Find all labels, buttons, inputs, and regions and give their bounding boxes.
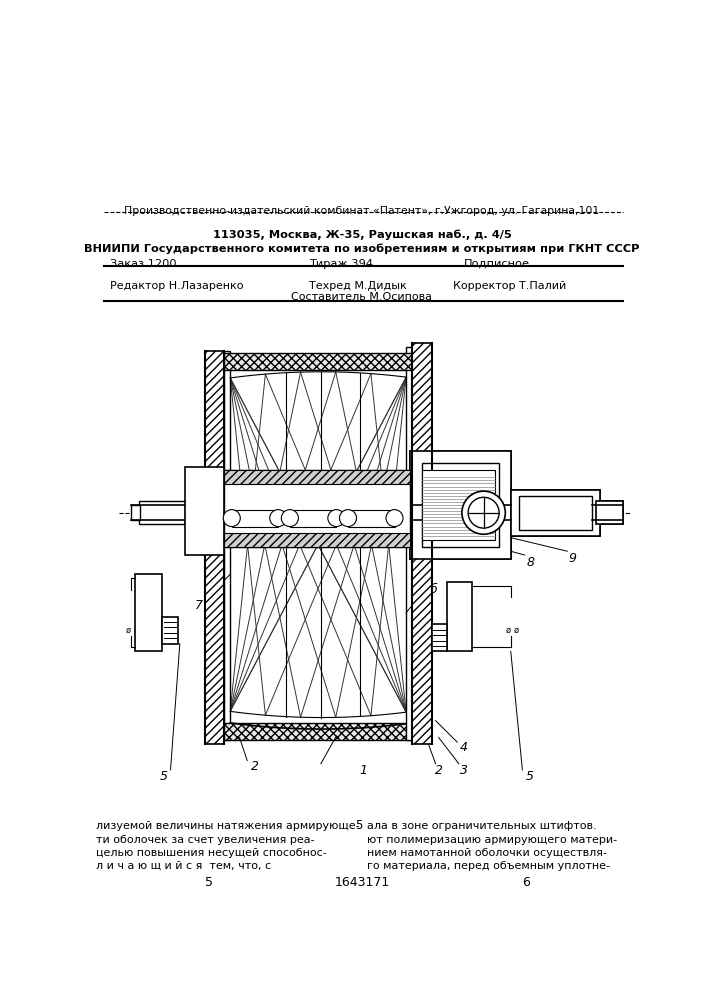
Text: ø: ø: [134, 625, 139, 634]
Text: 5: 5: [355, 819, 363, 832]
Text: 6: 6: [522, 876, 530, 889]
Bar: [135, 574, 162, 651]
Text: ø: ø: [126, 625, 132, 634]
Text: лизуемой величины натяжения армирующе-: лизуемой величины натяжения армирующе-: [96, 821, 360, 831]
Bar: [510, 490, 600, 536]
Bar: [232, 510, 279, 527]
Bar: [421, 470, 495, 540]
Text: б: б: [429, 583, 437, 596]
Text: 5: 5: [160, 770, 168, 783]
Text: л и ч а ю щ и й с я  тем, что, с: л и ч а ю щ и й с я тем, что, с: [96, 861, 271, 871]
Text: 1643171: 1643171: [334, 876, 390, 889]
Bar: [412, 723, 421, 740]
Text: го материала, перед объемным уплотне-: го материала, перед объемным уплотне-: [368, 861, 610, 871]
Bar: [185, 466, 224, 555]
Text: ют полимеризацию армирующего матери-: ют полимеризацию армирующего матери-: [368, 835, 617, 845]
Bar: [448, 582, 472, 651]
Bar: [510, 490, 600, 536]
Text: 2: 2: [251, 760, 259, 773]
Text: Производственно-издательский комбинат «Патент», г.Ужгород, ул. Гагарина,101: Производственно-издательский комбинат «П…: [124, 206, 600, 216]
Circle shape: [270, 510, 287, 527]
Circle shape: [386, 510, 403, 527]
Bar: [224, 353, 421, 370]
Text: Подписное: Подписное: [464, 259, 530, 269]
Bar: [432, 624, 448, 651]
Text: Корректор Т.Палий: Корректор Т.Палий: [452, 281, 566, 291]
Circle shape: [223, 510, 240, 527]
Text: 9: 9: [568, 552, 577, 565]
Bar: [290, 510, 337, 527]
Text: 4: 4: [460, 741, 468, 754]
Circle shape: [339, 510, 356, 527]
Bar: [204, 351, 224, 744]
Bar: [131, 505, 140, 520]
Bar: [224, 533, 410, 547]
Text: ти оболочек за счет увеличения реа-: ти оболочек за счет увеличения реа-: [96, 835, 315, 845]
Bar: [518, 496, 592, 530]
Text: Составитель М.Осипова: Составитель М.Осипова: [291, 292, 433, 302]
Text: 8: 8: [526, 556, 534, 569]
Bar: [406, 347, 412, 740]
Bar: [410, 451, 510, 559]
Bar: [224, 470, 410, 547]
Circle shape: [281, 510, 298, 527]
Text: Заказ 1200: Заказ 1200: [110, 259, 177, 269]
Text: нием намотанной оболочки осуществля-: нием намотанной оболочки осуществля-: [368, 848, 607, 858]
Bar: [224, 723, 421, 740]
Text: 113035, Москва, Ж-35, Раушская наб., д. 4/5: 113035, Москва, Ж-35, Раушская наб., д. …: [213, 229, 511, 240]
Text: 5: 5: [526, 770, 534, 783]
Bar: [596, 501, 623, 524]
Text: Редактор Н.Лазаренко: Редактор Н.Лазаренко: [110, 281, 244, 291]
Bar: [162, 617, 177, 644]
Text: ВНИИПИ Государственного комитета по изобретениям и открытиям при ГКНТ СССР: ВНИИПИ Государственного комитета по изоб…: [84, 243, 640, 254]
Text: Техред М.Дидык: Техред М.Дидык: [309, 281, 407, 291]
Text: 1: 1: [359, 764, 368, 777]
Bar: [412, 353, 421, 370]
Text: целью повышения несущей способнос-: целью повышения несущей способнос-: [96, 848, 327, 858]
Text: 7: 7: [194, 599, 202, 612]
Text: 5: 5: [204, 876, 213, 889]
Bar: [139, 501, 185, 524]
Circle shape: [328, 510, 345, 527]
Text: Тираж 394: Тираж 394: [309, 259, 373, 269]
Bar: [421, 463, 499, 547]
Text: ø: ø: [506, 625, 511, 634]
Bar: [410, 451, 510, 559]
Bar: [412, 343, 432, 744]
Circle shape: [462, 491, 506, 534]
Bar: [596, 501, 623, 524]
Bar: [348, 510, 395, 527]
Text: 3: 3: [460, 764, 468, 777]
Text: ø: ø: [513, 625, 519, 634]
Bar: [224, 351, 230, 740]
Text: 2: 2: [435, 764, 443, 777]
Text: ала в зоне ограничительных штифтов.: ала в зоне ограничительных штифтов.: [368, 821, 597, 831]
Circle shape: [468, 497, 499, 528]
Bar: [224, 470, 410, 484]
